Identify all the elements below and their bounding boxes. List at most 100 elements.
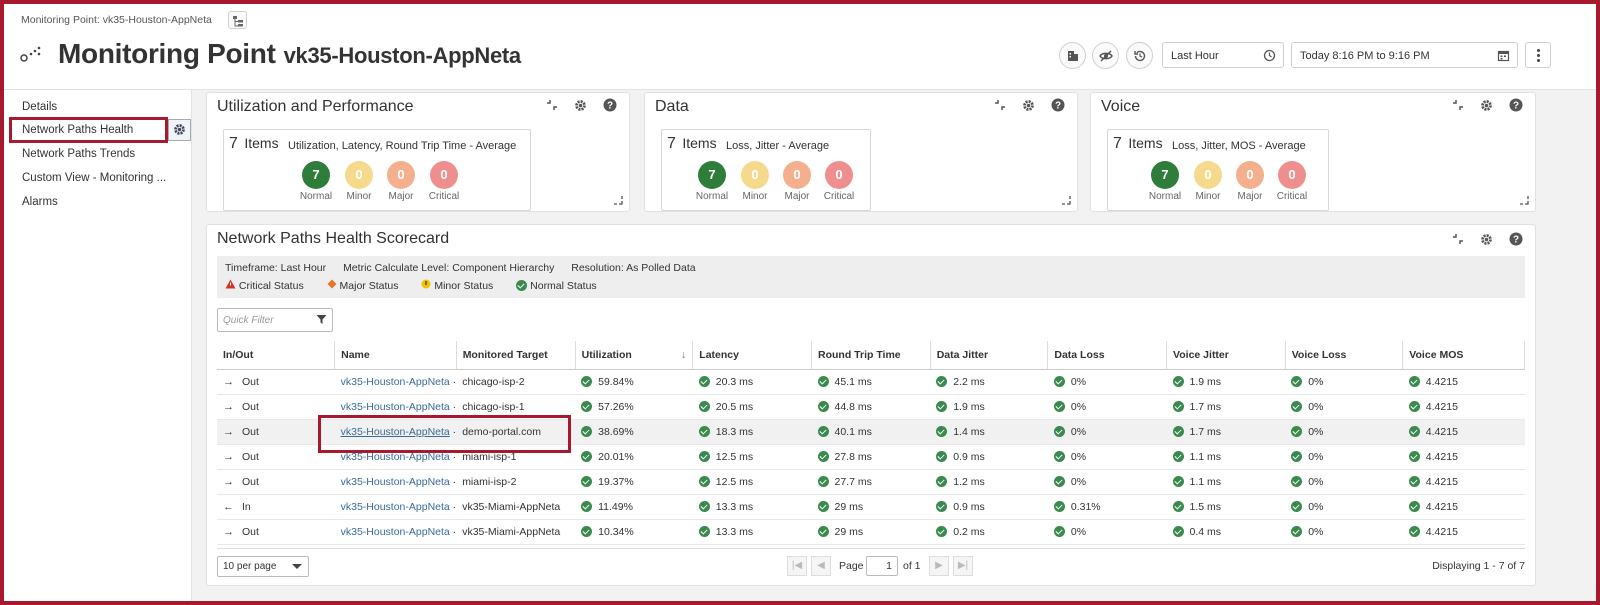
first-page-button[interactable]: |◀ [787, 556, 807, 576]
expand-icon[interactable] [1061, 195, 1071, 205]
quick-filter-input[interactable]: Quick Filter [217, 308, 333, 332]
visibility-button[interactable] [1092, 42, 1119, 69]
panel-settings-button[interactable] [573, 98, 588, 118]
scorecard-meta: Timeframe: Last Hour Metric Calculate Le… [225, 262, 710, 274]
col-monitored-target[interactable]: Monitored Target [456, 341, 576, 370]
help-button[interactable]: ? [603, 98, 617, 117]
path-name-link[interactable]: vk35-Houston-AppNeta [340, 475, 450, 488]
time-range-select[interactable]: Last Hour [1162, 42, 1284, 68]
normal-status-icon [817, 525, 829, 537]
cell-voice-loss: 0% [1285, 519, 1403, 545]
critical-label: Critical [428, 191, 460, 202]
expand-icon[interactable] [613, 195, 623, 205]
direction-label: Out [242, 450, 259, 463]
cell-value: 20.5 ms [715, 400, 754, 413]
col-latency[interactable]: Latency [692, 341, 812, 370]
table-row[interactable]: → Out vk35-Houston-AppNeta · chicago-isp-2 5… [217, 369, 1525, 395]
normal-status-icon [817, 400, 829, 412]
panel-settings-button[interactable] [1479, 232, 1494, 252]
summary-box[interactable]: 7 Items Utilization, Latency, Round Trip… [223, 129, 531, 211]
col-data-jitter[interactable]: Data Jitter [930, 341, 1049, 370]
cell-value: 0% [1070, 425, 1087, 438]
path-name-link[interactable]: vk35-Houston-AppNeta [340, 425, 450, 438]
col-voice-jitter[interactable]: Voice Jitter [1166, 341, 1286, 370]
last-page-button[interactable]: ▶| [953, 556, 973, 576]
svg-text:?: ? [1513, 235, 1519, 246]
dashboard-button[interactable] [1059, 42, 1086, 69]
help-button[interactable]: ? [1051, 98, 1065, 117]
normal-status-icon [817, 500, 829, 512]
col-name[interactable]: Name [334, 341, 457, 370]
summary-box[interactable]: 7 Items Loss, Jitter, MOS - Average 7 0 … [1107, 129, 1329, 211]
cell-value: 10.34% [598, 525, 634, 538]
table-row[interactable]: → Out vk35-Houston-AppNeta · miami-isp-1 20.… [217, 444, 1525, 470]
summary-description: Loss, Jitter, MOS - Average [1172, 140, 1306, 152]
sidebar-settings-button[interactable] [168, 119, 191, 141]
more-options-button[interactable] [1525, 42, 1551, 68]
sidebar-item-alarms[interactable]: Alarms [22, 196, 58, 208]
minor-count[interactable]: 0 [741, 161, 769, 189]
critical-count[interactable]: 0 [825, 161, 853, 189]
sidebar-item-custom-view[interactable]: Custom View - Monitoring ... [22, 172, 167, 184]
filter-icon[interactable] [316, 314, 327, 325]
normal-count[interactable]: 7 [302, 161, 330, 189]
collapse-button[interactable] [993, 98, 1007, 117]
major-count[interactable]: 0 [387, 161, 415, 189]
cell-voice-mos: 4.4215 [1402, 369, 1525, 395]
gear-icon [575, 100, 586, 111]
col-utilization[interactable]: Utilization ↓ [575, 341, 694, 370]
cell-voice-mos: 4.4215 [1402, 394, 1525, 420]
col-round-trip-time[interactable]: Round Trip Time [811, 341, 931, 370]
table-row[interactable]: → Out vk35-Houston-AppNeta · vk35-Miami-App… [217, 519, 1525, 545]
normal-count[interactable]: 7 [1151, 161, 1179, 189]
help-button[interactable]: ? [1509, 232, 1523, 251]
page-number-input[interactable]: 1 [866, 556, 898, 576]
refresh-button[interactable] [1126, 42, 1153, 69]
panel-settings-button[interactable] [1021, 98, 1036, 118]
gear-icon [1481, 100, 1492, 111]
normal-count[interactable]: 7 [698, 161, 726, 189]
direction-label: In [242, 500, 251, 513]
table-row[interactable]: ← In vk35-Houston-AppNeta · vk35-Miami-AppN… [217, 494, 1525, 520]
minor-count[interactable]: 0 [345, 161, 373, 189]
cell-value: 12.5 ms [715, 475, 754, 488]
timeframe-text: Timeframe: Last Hour [225, 262, 327, 274]
collapse-button[interactable] [545, 98, 559, 117]
collapse-button[interactable] [1451, 98, 1465, 117]
path-name-link[interactable]: vk35-Houston-AppNeta [340, 450, 450, 463]
path-name-link[interactable]: vk35-Houston-AppNeta [340, 500, 450, 513]
col-data-loss[interactable]: Data Loss [1047, 341, 1168, 370]
sidebar-item-network-paths-health[interactable]: Network Paths Health [9, 117, 168, 143]
time-window-picker[interactable]: Today 8:16 PM to 9:16 PM [1291, 42, 1518, 68]
critical-count[interactable]: 0 [430, 161, 458, 189]
major-count[interactable]: 0 [1236, 161, 1264, 189]
normal-status-icon [581, 375, 593, 387]
col-voice-mos[interactable]: Voice MOS [1402, 341, 1525, 370]
normal-status-icon [1408, 400, 1420, 412]
item-count: 7 Items [229, 135, 279, 153]
minor-count[interactable]: 0 [1194, 161, 1222, 189]
major-count[interactable]: 0 [783, 161, 811, 189]
collapse-button[interactable] [1451, 232, 1465, 251]
per-page-select[interactable]: 10 per page [217, 556, 309, 577]
cell-value: 1.7 ms [1189, 400, 1222, 413]
help-button[interactable]: ? [1509, 98, 1523, 117]
sidebar-item-details[interactable]: Details [22, 101, 58, 113]
hierarchy-button[interactable] [228, 11, 247, 29]
cell-latency: 13.3 ms [692, 494, 812, 520]
next-page-button[interactable]: ▶ [929, 556, 949, 576]
path-name-link[interactable]: vk35-Houston-AppNeta [340, 375, 450, 388]
help-icon: ? [603, 98, 617, 112]
summary-box[interactable]: 7 Items Loss, Jitter - Average 7 0 0 0 N… [661, 129, 871, 211]
path-name-link[interactable]: vk35-Houston-AppNeta [340, 400, 450, 413]
col-voice-loss[interactable]: Voice Loss [1285, 341, 1404, 370]
table-row[interactable]: → Out vk35-Houston-AppNeta · miami-isp-2 19.… [217, 469, 1525, 495]
panel-settings-button[interactable] [1479, 98, 1494, 118]
col-in-out[interactable]: In/Out [217, 341, 336, 370]
prev-page-button[interactable]: ◀ [811, 556, 831, 576]
sidebar-item-network-paths-trends[interactable]: Network Paths Trends [22, 148, 136, 160]
path-name-link[interactable]: vk35-Houston-AppNeta [340, 525, 450, 538]
table-row[interactable]: → Out vk35-Houston-AppNeta · demo-portal.co… [217, 419, 1525, 445]
expand-icon[interactable] [1519, 195, 1529, 205]
critical-count[interactable]: 0 [1278, 161, 1306, 189]
